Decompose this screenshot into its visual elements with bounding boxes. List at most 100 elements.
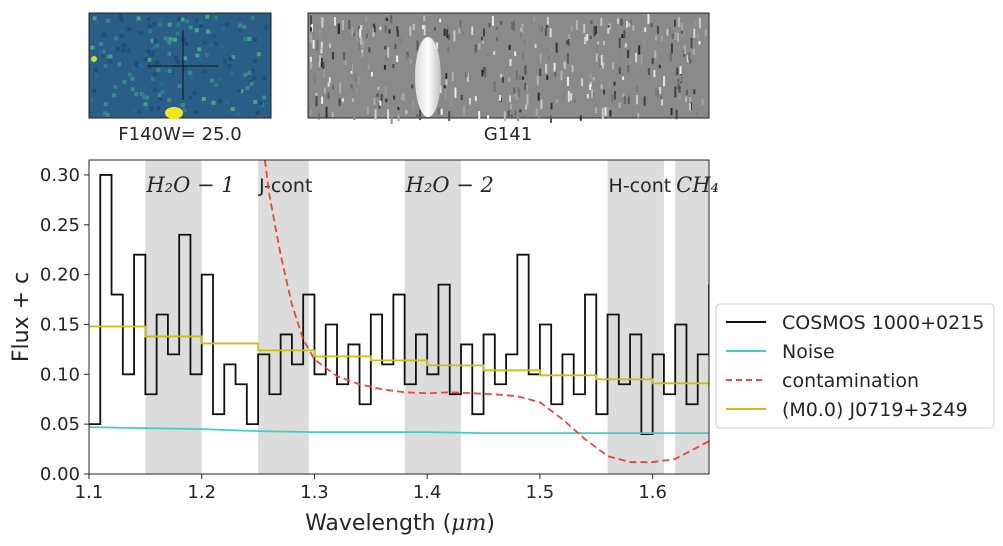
noise-pixel [223, 59, 228, 64]
noise-streak [655, 87, 658, 97]
noise-streak [669, 52, 672, 62]
x-tick-label: 1.1 [75, 482, 104, 503]
noise-streak [535, 108, 538, 116]
noise-streak [616, 18, 619, 24]
noise-pixel [218, 99, 223, 104]
x-tick-label: 1.3 [300, 482, 329, 503]
noise-streak [597, 41, 600, 45]
noise-streak [539, 52, 542, 64]
noise-streak [481, 69, 484, 77]
noise-streak [670, 43, 673, 54]
noise-streak [360, 36, 363, 45]
noise-streak [638, 45, 641, 55]
noise-streak [621, 34, 624, 39]
band-shade [607, 160, 664, 474]
y-tick-label: 0.05 [40, 414, 80, 435]
noise-streak [309, 109, 312, 116]
noise-streak [517, 110, 520, 122]
noise-streak [332, 52, 335, 60]
legend-box [715, 303, 995, 429]
noise-streak [701, 98, 704, 105]
noise-streak [493, 81, 496, 92]
noise-streak [640, 55, 643, 65]
noise-streak [660, 35, 663, 42]
noise-pixel [105, 54, 110, 59]
noise-pixel [238, 28, 243, 33]
noise-streak [553, 62, 556, 72]
noise-streak [368, 47, 371, 53]
series-line [89, 325, 709, 388]
noise-streak [519, 31, 522, 39]
noise-streak [560, 70, 563, 81]
noise-streak [545, 24, 548, 29]
noise-pixel [150, 38, 155, 43]
noise-pixel [132, 108, 137, 113]
noise-streak [312, 40, 315, 49]
noise-streak [562, 93, 565, 104]
noise-streak [647, 67, 650, 75]
noise-streak [524, 65, 527, 75]
noise-streak [583, 23, 586, 33]
noise-streak [523, 39, 526, 44]
noise-streak [356, 88, 359, 94]
band-label: H₂O − 1 [145, 173, 234, 197]
direct-image-noise [90, 14, 269, 118]
band-label: H₂O − 2 [405, 173, 494, 197]
y-axis-title: Flux + c [9, 272, 34, 362]
noise-pixel [252, 58, 257, 63]
noise-pixel [130, 87, 135, 92]
noise-streak [618, 65, 621, 75]
noise-streak [462, 51, 465, 59]
noise-streak [458, 27, 461, 34]
noise-streak [387, 47, 390, 58]
noise-streak [690, 102, 693, 111]
noise-pixel [238, 23, 243, 28]
noise-streak [533, 16, 536, 23]
noise-streak [606, 106, 609, 116]
noise-pixel [182, 66, 187, 71]
noise-streak [633, 72, 636, 83]
noise-streak [678, 89, 681, 100]
noise-pixel [103, 111, 108, 116]
noise-streak [539, 68, 542, 77]
noise-streak [409, 26, 412, 36]
noise-pixel [153, 39, 158, 44]
noise-streak [666, 28, 669, 36]
noise-streak [334, 27, 337, 35]
series-line [89, 174, 709, 436]
noise-streak [609, 110, 612, 117]
noise-streak [466, 65, 469, 77]
noise-streak [618, 49, 621, 57]
noise-streak [600, 55, 603, 66]
noise-streak [503, 111, 506, 122]
noise-streak [673, 19, 676, 27]
noise-streak [609, 80, 612, 88]
noise-streak [667, 112, 670, 116]
noise-streak [584, 36, 587, 45]
noise-streak [388, 29, 391, 34]
noise-streak [508, 44, 511, 51]
noise-streak [491, 16, 494, 26]
noise-pixel [249, 81, 254, 86]
noise-streak [385, 17, 388, 22]
noise-streak [500, 73, 503, 78]
noise-streak [678, 86, 681, 93]
noise-pixel [99, 41, 104, 46]
band-shade [258, 160, 309, 474]
noise-streak [341, 107, 344, 118]
noise-streak [312, 31, 315, 41]
noise-streak [570, 93, 573, 101]
noise-pixel [168, 64, 173, 69]
noise-pixel [211, 34, 216, 39]
noise-pixel [113, 84, 118, 89]
noise-streak [343, 52, 346, 60]
noise-pixel [90, 98, 95, 103]
noise-pixel [214, 83, 219, 88]
noise-streak [595, 53, 598, 62]
noise-streak [310, 27, 313, 32]
noise-pixel [253, 37, 258, 42]
noise-streak [466, 97, 469, 109]
noise-streak [332, 84, 335, 90]
noise-pixel [208, 43, 213, 48]
noise-streak [546, 75, 549, 81]
